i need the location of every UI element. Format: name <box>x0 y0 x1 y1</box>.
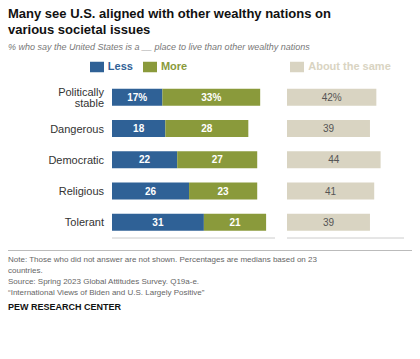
svg-text:42%: 42% <box>322 92 342 103</box>
html-text:Many see U.S. aligned with oth: Many see U.S. aligned with other wealthy… <box>8 6 331 37</box>
svg-text:23: 23 <box>218 186 230 197</box>
html-text:More: More <box>160 60 188 72</box>
svg-text:26: 26 <box>145 186 157 197</box>
svg-text:21: 21 <box>229 217 241 228</box>
svg-text:33%: 33% <box>201 92 221 103</box>
svg-text:39: 39 <box>323 123 335 134</box>
svg-text:27: 27 <box>212 154 224 165</box>
svg-text:Dangerous: Dangerous <box>50 123 104 135</box>
svg-text:28: 28 <box>201 123 213 134</box>
svg-text:Democratic: Democratic <box>48 154 104 166</box>
svg-text:18: 18 <box>133 123 145 134</box>
html-text:About the same: About the same <box>308 60 391 72</box>
svg-text:44: 44 <box>328 154 340 165</box>
html-text:Less: Less <box>107 60 133 72</box>
svg-text:Politicallystable: Politicallystable <box>58 86 104 109</box>
html-text:PEW RESEARCH CENTER: PEW RESEARCH CENTER <box>8 302 121 312</box>
svg-text:39: 39 <box>323 217 335 228</box>
svg-text:41: 41 <box>325 186 337 197</box>
svg-text:Religious: Religious <box>59 185 105 197</box>
svg-text:22: 22 <box>139 154 151 165</box>
svg-text:31: 31 <box>152 217 164 228</box>
html-text:Note: Those who did not answer: Note: Those who did not answer are not s… <box>8 255 317 297</box>
svg-text:Tolerant: Tolerant <box>65 216 104 228</box>
html-text:% who say the United States is: % who say the United States is a __ plac… <box>8 42 310 52</box>
svg-text:17%: 17% <box>127 92 147 103</box>
